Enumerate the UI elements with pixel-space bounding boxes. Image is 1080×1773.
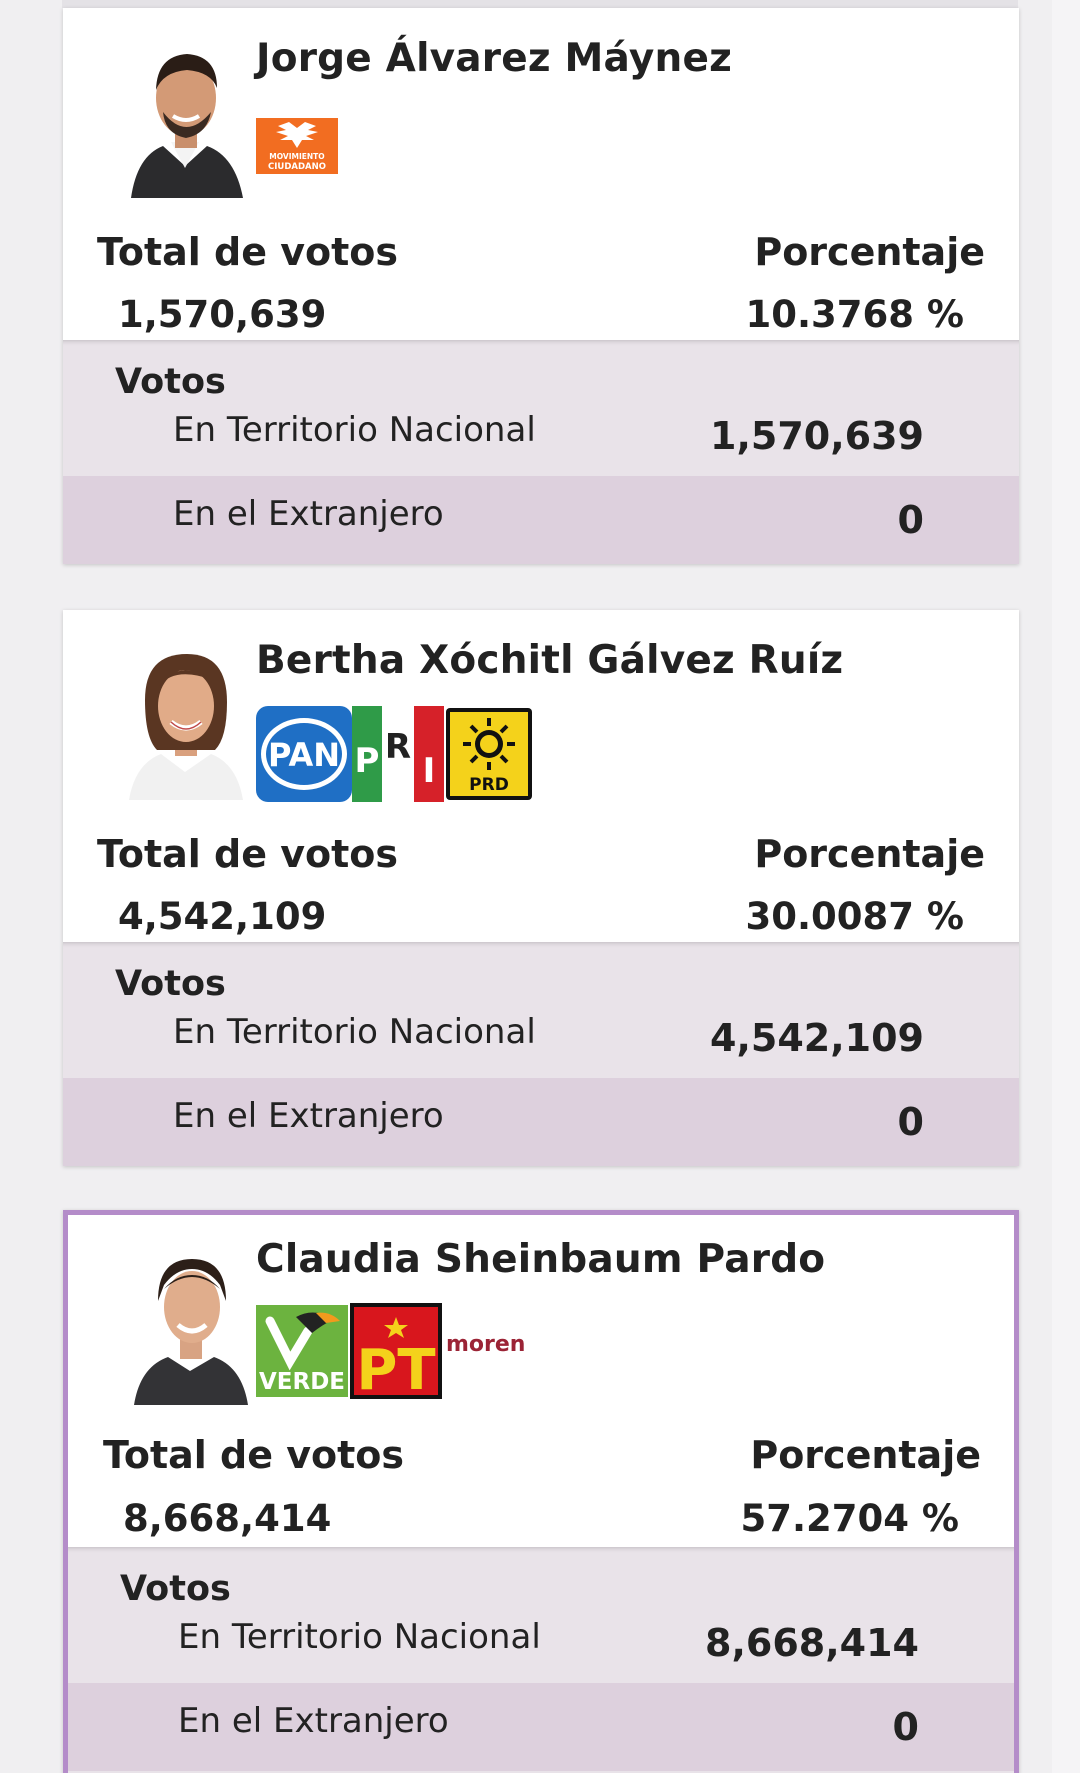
candidate-photo-avatar [131,54,243,198]
verde-logo-icon: VERDE [256,1305,348,1397]
pt-logo-text: PT [356,1338,435,1399]
total-votes-value: 4,542,109 [118,895,327,938]
votes-breakdown: Votos En Territorio Nacional 1,570,639 E… [63,340,1019,564]
total-votes-label: Total de votos [103,1433,405,1477]
total-votes-value: 8,668,414 [123,1497,332,1540]
national-votes-row: En Territorio Nacional 8,668,414 [68,1591,1014,1677]
pri-logo-icon: P R I [352,706,444,802]
candidate-photo-avatar [129,654,243,800]
prd-logo-text: PRD [469,775,509,795]
votes-section-title: Votos [115,964,226,1004]
pan-logo-icon: PAN [256,706,352,802]
page-right-margin [1052,0,1080,1773]
candidate-card-sheinbaum: Claudia Sheinbaum Pardo VERDE PT morena [63,1210,1019,1773]
abroad-votes-row: En el Extranjero 0 [63,476,1019,564]
national-votes-value: 4,542,109 [710,1016,924,1060]
candidate-header: Bertha Xóchitl Gálvez Ruíz PAN P R I [63,610,1019,942]
national-votes-label: En Territorio Nacional [178,1617,541,1657]
previous-card-edge [62,0,1018,8]
pt-logo-icon: PT [350,1303,442,1399]
percentage-label: Porcentaje [754,832,985,876]
prd-logo-icon: PRD [446,708,532,800]
abroad-votes-value: 0 [897,498,924,542]
abroad-votes-value: 0 [897,1100,924,1144]
abroad-votes-row: En el Extranjero 0 [63,1078,1019,1166]
percentage-label: Porcentaje [750,1433,981,1477]
national-votes-value: 1,570,639 [710,414,924,458]
morena-logo-icon: morena [446,1332,526,1357]
candidate-card-galvez: Bertha Xóchitl Gálvez Ruíz PAN P R I [63,610,1019,1166]
pri-logo-text-r: R [385,727,411,767]
coalition-logos: VERDE PT morena [256,1303,526,1399]
candidate-name: Jorge Álvarez Máynez [256,36,732,81]
votes-section-title: Votos [120,1569,231,1609]
candidate-name: Bertha Xóchitl Gálvez Ruíz [256,638,844,683]
candidate-name: Claudia Sheinbaum Pardo [256,1237,826,1282]
candidate-header: Claudia Sheinbaum Pardo VERDE PT morena [68,1215,1014,1547]
abroad-votes-label: En el Extranjero [178,1701,449,1741]
percentage-value: 30.0087 % [745,895,964,938]
national-votes-row: En Territorio Nacional 1,570,639 [63,384,1019,470]
votes-breakdown: Votos En Territorio Nacional 4,542,109 E… [63,942,1019,1166]
votes-breakdown: Votos En Territorio Nacional 8,668,414 E… [68,1547,1014,1773]
pan-logo-text: PAN [268,736,340,774]
national-votes-label: En Territorio Nacional [173,1012,536,1052]
abroad-votes-label: En el Extranjero [173,494,444,534]
movimiento-ciudadano-logo-icon: MOVIMIENTO CIUDADANO [256,118,338,174]
coalition-logos: PAN P R I [256,706,532,802]
candidate-header: Jorge Álvarez Máynez MOVIMIENTO CIUDADAN… [63,8,1019,340]
total-votes-value: 1,570,639 [118,293,327,336]
national-votes-label: En Territorio Nacional [173,410,536,450]
percentage-value: 57.2704 % [740,1497,959,1540]
percentage-value: 10.3768 % [745,293,964,336]
total-votes-label: Total de votos [97,230,399,274]
candidate-card-alvarez: Jorge Álvarez Máynez MOVIMIENTO CIUDADAN… [63,8,1019,564]
votes-section-title: Votos [115,362,226,402]
pri-logo-text-p: P [355,741,380,781]
candidate-photo-avatar [134,1259,248,1405]
pri-logo-text-i: I [423,751,436,791]
abroad-votes-value: 0 [892,1705,919,1749]
abroad-votes-label: En el Extranjero [173,1096,444,1136]
total-votes-label: Total de votos [97,832,399,876]
mc-logo-text-2: CIUDADANO [268,162,326,172]
percentage-label: Porcentaje [754,230,985,274]
verde-logo-text: VERDE [259,1369,345,1395]
national-votes-row: En Territorio Nacional 4,542,109 [63,986,1019,1072]
abroad-votes-row: En el Extranjero 0 [68,1683,1014,1771]
national-votes-value: 8,668,414 [705,1621,919,1665]
mc-logo-text-1: MOVIMIENTO [269,152,324,161]
